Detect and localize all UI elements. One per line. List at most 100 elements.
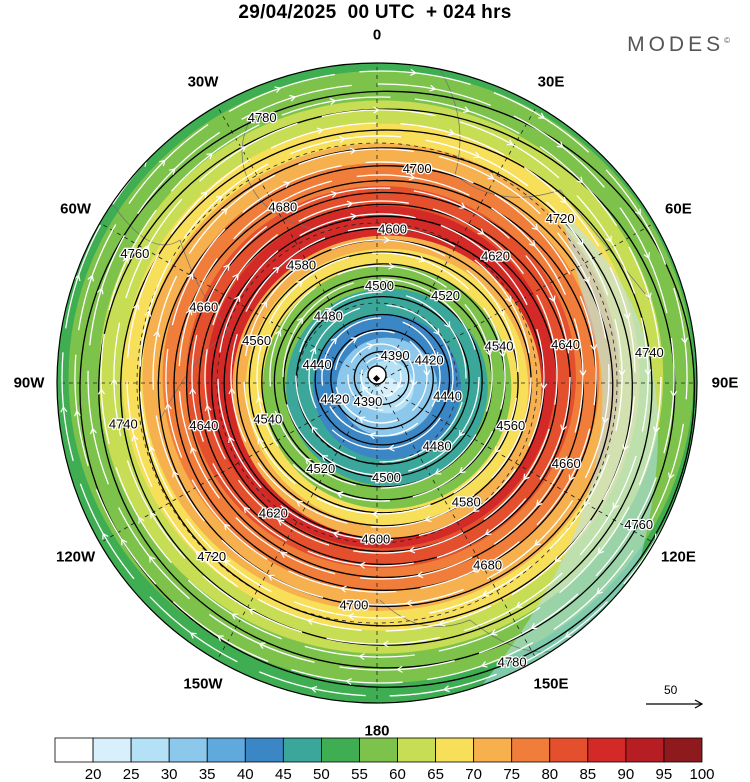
streamline-arrowhead	[480, 661, 488, 668]
streamline-arrowhead	[442, 685, 450, 693]
streamline-arrowhead	[339, 135, 346, 143]
streamline-arrowhead	[223, 559, 231, 567]
streamline-arrowhead	[397, 224, 404, 232]
streamline-arrowhead	[670, 390, 678, 398]
streamline-arrowhead	[345, 678, 352, 686]
streamline-arrowhead	[560, 196, 567, 204]
colorbar-swatch	[130, 737, 170, 763]
coastline	[379, 599, 561, 653]
streamline-arrowhead	[415, 161, 423, 169]
colorbar-swatch	[397, 737, 436, 763]
streamline-arrowhead	[405, 599, 413, 607]
colorbar-swatch	[663, 737, 703, 763]
contour-label: 4520	[431, 288, 460, 303]
streamline-arrowhead	[330, 191, 338, 198]
streamline-arrowhead	[584, 499, 591, 507]
contour-label: 4680	[268, 199, 297, 214]
streamline-arrowhead	[382, 640, 389, 648]
streamline-arrowhead	[172, 470, 179, 478]
contour-label: 4540	[253, 411, 282, 426]
streamline-arrowhead	[424, 515, 432, 523]
streamline-arrowhead	[423, 370, 431, 377]
streamline-arrowhead	[321, 454, 329, 462]
streamline-arrowhead	[366, 342, 374, 350]
contour-label: 4700	[339, 597, 368, 612]
colorbar-swatch	[54, 737, 94, 763]
streamline-arrowhead	[681, 337, 689, 345]
height-contour	[157, 165, 614, 608]
reference-vector-label: 50	[664, 683, 678, 697]
meridian-line	[216, 105, 378, 384]
streamline-arrowhead	[132, 302, 140, 310]
streamline-arrowhead	[387, 444, 395, 452]
streamline-arrowhead	[397, 381, 404, 389]
contour-label: 4390	[381, 348, 410, 363]
streamline-arrowhead	[490, 629, 498, 636]
streamline-arrowhead	[255, 396, 263, 404]
height-contour	[79, 90, 695, 688]
longitude-label: 180	[364, 722, 390, 740]
streamline-arrowhead	[223, 523, 231, 531]
streamline-arrowhead	[410, 379, 418, 387]
contour-label: 4680	[473, 558, 502, 573]
streamline-arrowhead	[356, 399, 364, 407]
colorbar-swatch	[587, 737, 627, 763]
longitude-label: 90E	[711, 374, 739, 392]
streamline-arrowhead	[505, 295, 512, 303]
brand-name: MODES	[627, 33, 725, 56]
streamline-arrowhead	[189, 632, 197, 639]
copyright-mark: ©	[724, 36, 730, 45]
streamline-arrowhead	[448, 128, 456, 136]
streamline-arrowhead	[153, 330, 161, 338]
streamline-arrowhead	[618, 369, 626, 377]
streamline-arrowhead	[515, 601, 523, 608]
height-contour	[353, 351, 410, 406]
height-contour	[330, 328, 434, 430]
streamline-arrowhead	[473, 151, 481, 159]
meridian-line	[376, 105, 538, 384]
streamline-arrowhead	[554, 556, 562, 563]
meridian-line	[216, 382, 378, 661]
colorbar-swatch	[168, 737, 208, 763]
contour-label: 4500	[365, 278, 394, 293]
streamline-arrowhead	[484, 528, 492, 536]
streamline-arrowhead	[164, 403, 172, 410]
streamline-arrowhead	[601, 416, 609, 424]
streamline-arrowhead	[261, 300, 268, 308]
streamline-arrowhead	[121, 538, 128, 546]
streamline-arrowhead	[358, 653, 365, 660]
streamline-arrowhead	[330, 337, 338, 345]
colorbar-label: 100	[689, 766, 715, 782]
streamline-arrowhead	[416, 571, 424, 579]
reference-wind-vector	[646, 699, 704, 709]
streamline-arrowhead	[346, 200, 354, 208]
streamline-arrowhead	[189, 387, 197, 395]
contour-label: 4740	[109, 416, 138, 431]
colorbar-label: 20	[84, 766, 102, 782]
streamline-arrowhead	[280, 552, 288, 559]
streamline-arrowhead	[477, 228, 485, 235]
longitude-label: 120W	[56, 548, 96, 566]
streamline-arrowhead	[232, 273, 239, 281]
streamline-arrowhead	[429, 84, 437, 92]
streamline-arrowhead	[583, 276, 590, 284]
wind-streamlines	[60, 63, 697, 697]
streamline-arrowhead	[630, 523, 637, 531]
streamline-arrowhead	[458, 466, 466, 474]
streamline-arrowhead	[110, 378, 118, 385]
graticule	[57, 63, 697, 703]
streamline-arrowhead	[358, 561, 366, 569]
colorbar-label: 40	[236, 766, 254, 782]
streamline-arrowhead	[519, 425, 526, 433]
streamline-arrowhead	[267, 574, 275, 581]
colorbar-swatch	[473, 737, 513, 763]
contour-label: 4620	[259, 505, 288, 520]
streamline-arrowhead	[304, 457, 312, 465]
streamline-arrowhead	[523, 473, 530, 481]
streamline-arrowhead	[243, 506, 250, 514]
streamline-arrowhead	[228, 387, 236, 395]
longitude-label: 30E	[537, 73, 565, 91]
wind-speed-band	[470, 210, 658, 700]
streamline-arrowhead	[564, 631, 572, 638]
longitude-label: 60E	[665, 200, 692, 218]
